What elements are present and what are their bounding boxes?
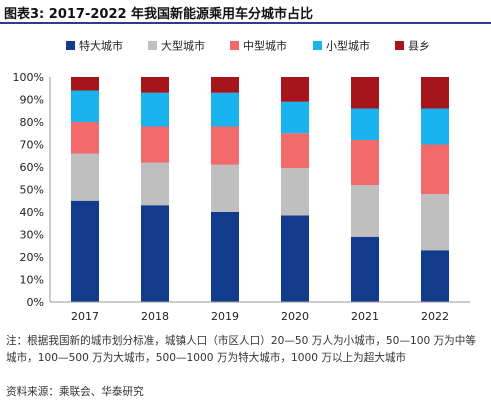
x-tick-label-2022: 2022 — [421, 310, 449, 323]
bar-2021-series-1 — [351, 236, 379, 302]
legend-label-2: 大型城市 — [161, 39, 205, 53]
bar-2019-series-3 — [211, 126, 239, 165]
bar-2017-series-4 — [71, 90, 99, 122]
bar-2022-series-5 — [421, 77, 449, 109]
legend-swatch-3 — [230, 41, 239, 50]
y-tick-label-0pct: 0% — [27, 296, 44, 309]
x-tick-label-2020: 2020 — [281, 310, 309, 323]
bar-2017-series-5 — [71, 77, 99, 91]
bar-2022-series-3 — [421, 144, 449, 194]
bar-2020-series-1 — [281, 215, 309, 302]
y-tick-label-100pct: 100% — [13, 71, 44, 84]
y-tick-label-60pct: 60% — [20, 161, 44, 174]
legend-label-5: 县乡 — [408, 40, 430, 53]
y-tick-label-10pct: 10% — [20, 274, 44, 287]
figure-title: 图表3: 2017-2022 年我国新能源乘用车分城市占比 — [4, 7, 314, 22]
x-tick-label-2021: 2021 — [351, 310, 379, 323]
bar-2020-series-2 — [281, 168, 309, 216]
y-tick-label-80pct: 80% — [20, 116, 44, 129]
bar-2020-series-3 — [281, 133, 309, 169]
bar-2019-series-2 — [211, 164, 239, 212]
y-tick-label-90pct: 90% — [20, 94, 44, 107]
bar-2017-series-1 — [71, 200, 99, 302]
bar-2022-series-2 — [421, 194, 449, 251]
bar-2020-series-4 — [281, 101, 309, 134]
bar-2019-series-4 — [211, 92, 239, 127]
legend-swatch-2 — [148, 41, 157, 50]
y-tick-label-40pct: 40% — [20, 206, 44, 219]
bar-2022-series-1 — [421, 250, 449, 302]
bar-2021-series-4 — [351, 108, 379, 140]
bar-2018-series-5 — [141, 77, 169, 93]
stacked-bar-chart: 特大城市 大型城市 中型城市 小型城市 县乡 0% 10% 20% 30% 40% 50% 60% 70… — [13, 39, 470, 323]
bar-2018-series-4 — [141, 92, 169, 127]
bar-2017-series-2 — [71, 153, 99, 201]
x-tick-label-2019: 2019 — [211, 310, 239, 323]
bar-2020-series-5 — [281, 77, 309, 102]
legend-swatch-5 — [395, 41, 404, 50]
y-tick-label-20pct: 20% — [20, 251, 44, 264]
y-tick-label-30pct: 30% — [20, 229, 44, 242]
y-tick-label-50pct: 50% — [20, 184, 44, 197]
bar-2019-series-5 — [211, 77, 239, 93]
bar-2018-series-2 — [141, 162, 169, 206]
legend-label-3: 中型城市 — [243, 39, 287, 53]
legend-label-1: 特大城市 — [79, 39, 123, 53]
y-tick-label-70pct: 70% — [20, 139, 44, 152]
figure-header: 图表3: 2017-2022 年我国新能源乘用车分城市占比 — [0, 0, 491, 24]
legend-label-4: 小型城市 — [326, 39, 370, 53]
bar-2021-series-2 — [351, 185, 379, 237]
legend-swatch-1 — [66, 41, 75, 50]
bar-2021-series-5 — [351, 77, 379, 109]
bar-2022-series-4 — [421, 108, 449, 145]
x-tick-label-2017: 2017 — [71, 310, 99, 323]
bar-2019-series-1 — [211, 212, 239, 302]
x-tick-label-2018: 2018 — [141, 310, 169, 323]
legend-swatch-4 — [313, 41, 322, 50]
footnote: 注：根据我国新的城市划分标准，城镇人口（市区人口）20—50 万人为小城市，50… — [6, 335, 476, 364]
bar-2021-series-3 — [351, 140, 379, 185]
bar-2018-series-3 — [141, 126, 169, 163]
source-line: 资料来源：乘联会、华泰研究 — [6, 386, 144, 398]
bar-2017-series-3 — [71, 122, 99, 154]
bar-2018-series-1 — [141, 205, 169, 302]
